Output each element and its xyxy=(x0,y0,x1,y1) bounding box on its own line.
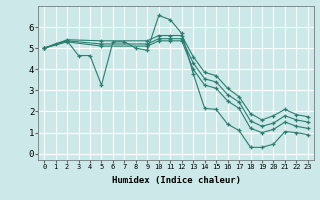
X-axis label: Humidex (Indice chaleur): Humidex (Indice chaleur) xyxy=(111,176,241,185)
